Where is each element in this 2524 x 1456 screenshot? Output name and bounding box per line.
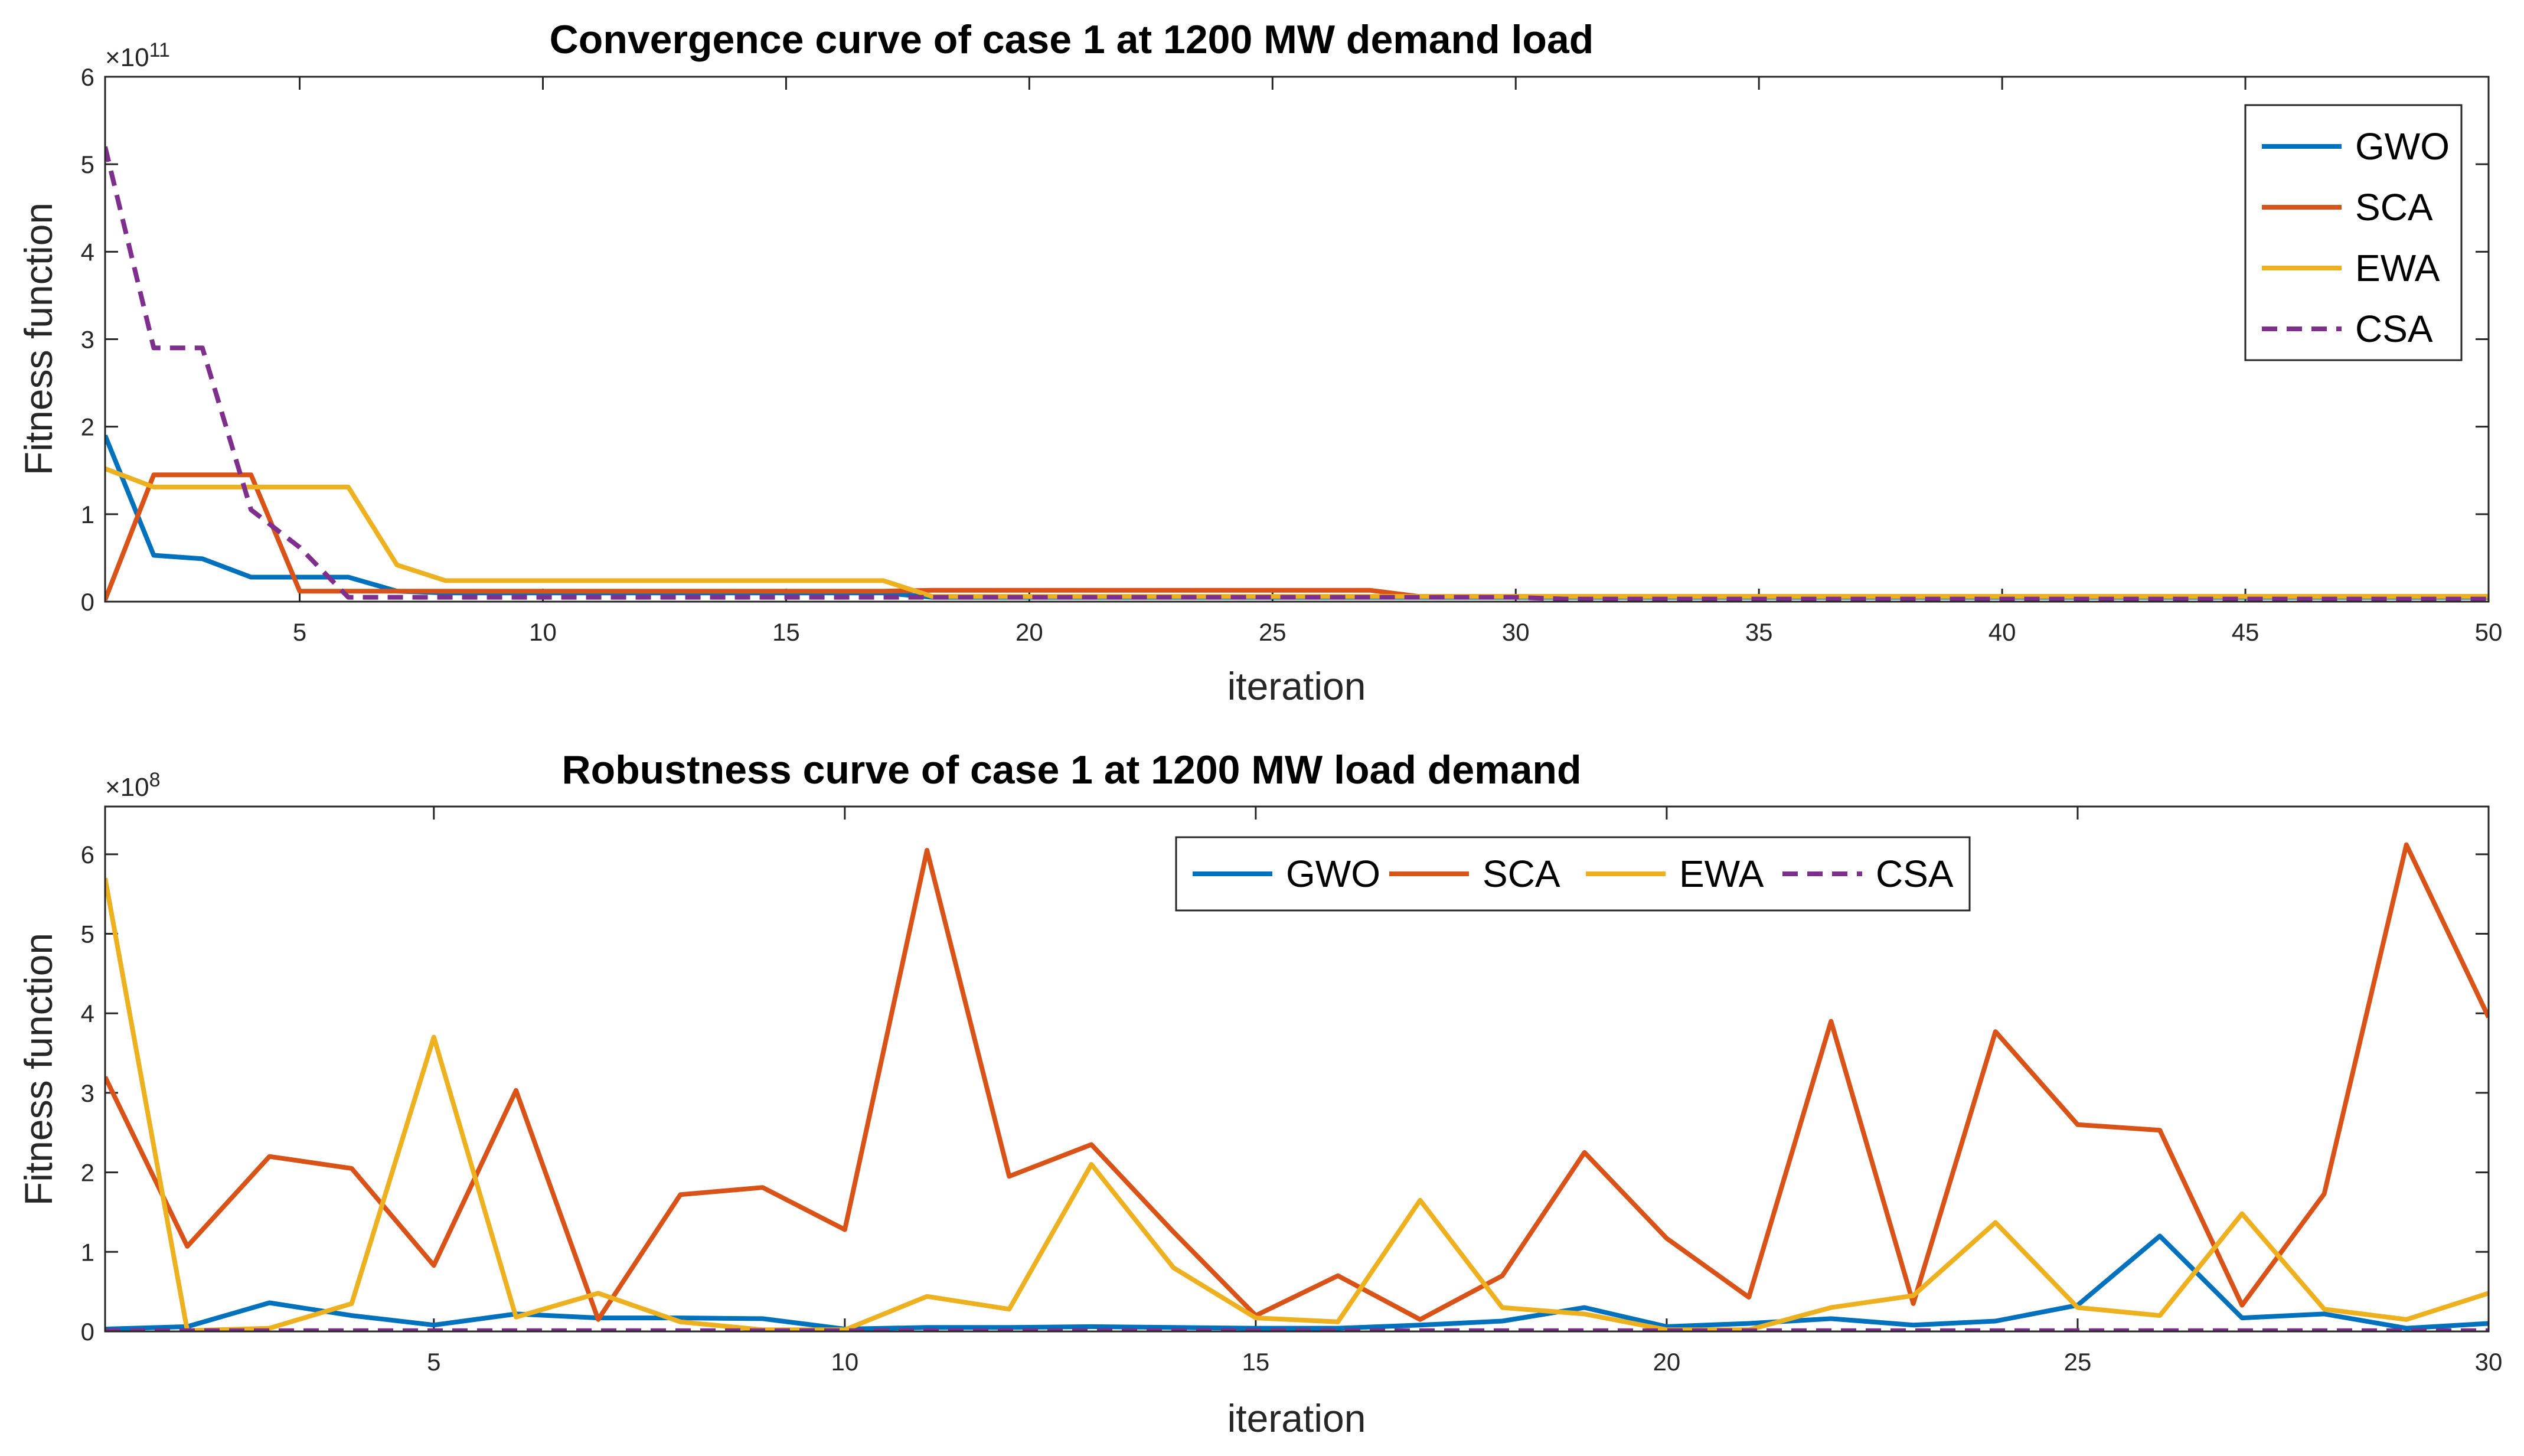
y-tick-label: 2 [81, 1159, 94, 1187]
x-tick-label: 25 [2064, 1348, 2092, 1376]
legend-label-ewa: EWA [1679, 853, 1764, 895]
y-tick-label: 5 [81, 920, 94, 948]
chart-title: Convergence curve of case 1 at 1200 MW d… [550, 17, 1594, 62]
chart-title: Robustness curve of case 1 at 1200 MW lo… [562, 747, 1582, 792]
series-line-ewa [105, 466, 2489, 599]
x-tick-label: 5 [293, 618, 306, 646]
x-tick-label: 5 [427, 1348, 440, 1376]
x-axis-label: iteration [1227, 1396, 1366, 1440]
legend-label-sca: SCA [1483, 853, 1560, 895]
x-tick-label: 40 [1988, 618, 2016, 646]
y-tick-label: 6 [81, 841, 94, 869]
series-group [105, 146, 2489, 602]
y-tick-label: 6 [81, 63, 94, 91]
exponent-power: 11 [149, 39, 170, 61]
y-tick-label: 1 [81, 1238, 94, 1266]
y-tick-label: 2 [81, 413, 94, 441]
legend-label-gwo: GWO [2355, 125, 2450, 168]
y-tick-label: 3 [81, 326, 94, 354]
axis-exponent-label: ×108 [105, 769, 161, 802]
y-tick-label: 0 [81, 1318, 94, 1346]
legend-label-csa: CSA [2355, 308, 2433, 350]
series-line-ewa [105, 877, 2489, 1331]
legend-label-gwo: GWO [1286, 853, 1380, 895]
x-tick-label: 20 [1653, 1348, 1681, 1376]
y-tick-label: 0 [81, 588, 94, 616]
legend-label-ewa: EWA [2355, 247, 2440, 289]
x-tick-label: 45 [2232, 618, 2259, 646]
exponent-base: ×10 [105, 773, 149, 802]
chart-1: Convergence curve of case 1 at 1200 MW d… [17, 17, 2502, 708]
series-line-gwo [105, 1233, 2489, 1331]
x-tick-label: 35 [1745, 618, 1773, 646]
y-tick-label: 3 [81, 1079, 94, 1107]
y-axis-label: Fitness function [17, 203, 60, 475]
x-tick-label: 15 [1242, 1348, 1270, 1376]
axes-box [104, 76, 2490, 603]
legend-label-csa: CSA [1876, 853, 1954, 895]
chart-2: Robustness curve of case 1 at 1200 MW lo… [17, 747, 2502, 1440]
x-tick-label: 50 [2475, 618, 2503, 646]
x-tick-label: 25 [1259, 618, 1287, 646]
x-tick-label: 10 [831, 1348, 859, 1376]
axes-box [104, 805, 2490, 1333]
x-tick-label: 30 [2475, 1348, 2503, 1376]
legend-label-sca: SCA [2355, 186, 2433, 228]
y-axis-label: Fitness function [17, 933, 60, 1206]
x-axis-label: iteration [1227, 664, 1366, 708]
legend: GWO SCA EWA CSA [2244, 104, 2463, 361]
axis-exponent-label: ×1011 [105, 39, 170, 72]
x-tick-label: 20 [1016, 618, 1043, 646]
y-tick-label: 4 [81, 1000, 94, 1027]
y-tick-label: 5 [81, 151, 94, 178]
series-line-sca [105, 842, 2489, 1322]
y-tick-label: 4 [81, 238, 94, 266]
exponent-power: 8 [149, 769, 161, 791]
y-tick-label: 1 [81, 501, 94, 528]
x-tick-label: 30 [1502, 618, 1530, 646]
plot-area [105, 77, 2489, 602]
x-tick-label: 15 [772, 618, 800, 646]
legend: GWO SCA EWA CSA [1175, 836, 1971, 912]
x-tick-label: 10 [529, 618, 557, 646]
exponent-base: ×10 [105, 43, 149, 72]
